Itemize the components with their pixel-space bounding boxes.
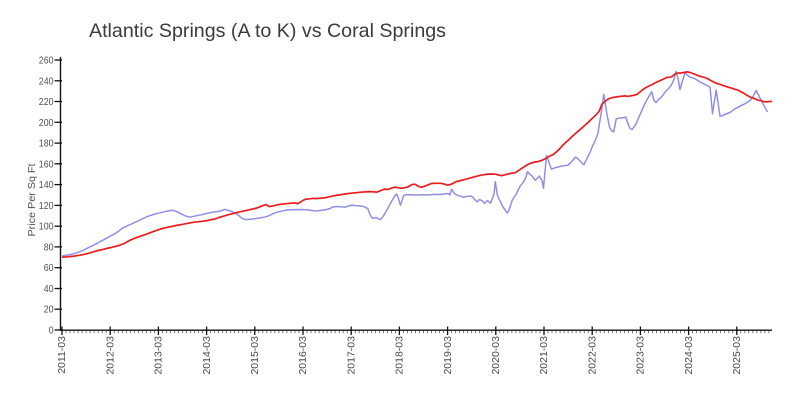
svg-text:2024-03: 2024-03 — [683, 336, 695, 375]
svg-text:Price Per Sq Ft: Price Per Sq Ft — [26, 163, 38, 236]
svg-text:260: 260 — [39, 55, 54, 67]
svg-text:2018-03: 2018-03 — [394, 336, 406, 375]
svg-text:180: 180 — [39, 138, 54, 150]
svg-text:2023-03: 2023-03 — [635, 336, 647, 375]
svg-text:2012-03: 2012-03 — [104, 336, 116, 375]
svg-text:2015-03: 2015-03 — [249, 336, 261, 375]
svg-text:2020-03: 2020-03 — [490, 336, 502, 375]
svg-text:240: 240 — [39, 75, 54, 87]
svg-text:Atlantic Springs (A to K) vs C: Atlantic Springs (A to K) vs Coral Sprin… — [89, 20, 446, 42]
svg-text:2011-03: 2011-03 — [56, 336, 68, 374]
svg-text:140: 140 — [39, 179, 54, 191]
svg-text:220: 220 — [39, 96, 54, 108]
svg-text:20: 20 — [44, 304, 54, 316]
svg-text:2016-03: 2016-03 — [297, 336, 309, 375]
svg-text:60: 60 — [44, 262, 54, 274]
svg-text:100: 100 — [39, 221, 54, 233]
svg-text:160: 160 — [39, 158, 54, 170]
svg-text:80: 80 — [44, 241, 54, 253]
svg-text:2014-03: 2014-03 — [201, 336, 213, 375]
svg-text:200: 200 — [39, 117, 54, 129]
svg-text:2022-03: 2022-03 — [586, 336, 598, 375]
svg-text:0: 0 — [49, 325, 54, 337]
svg-text:40: 40 — [44, 283, 54, 295]
svg-text:120: 120 — [39, 200, 54, 212]
svg-text:2025-03: 2025-03 — [731, 336, 743, 375]
svg-text:2017-03: 2017-03 — [345, 336, 357, 375]
svg-text:2019-03: 2019-03 — [442, 336, 454, 375]
svg-text:2013-03: 2013-03 — [153, 336, 165, 375]
svg-text:2021-03: 2021-03 — [538, 336, 550, 375]
